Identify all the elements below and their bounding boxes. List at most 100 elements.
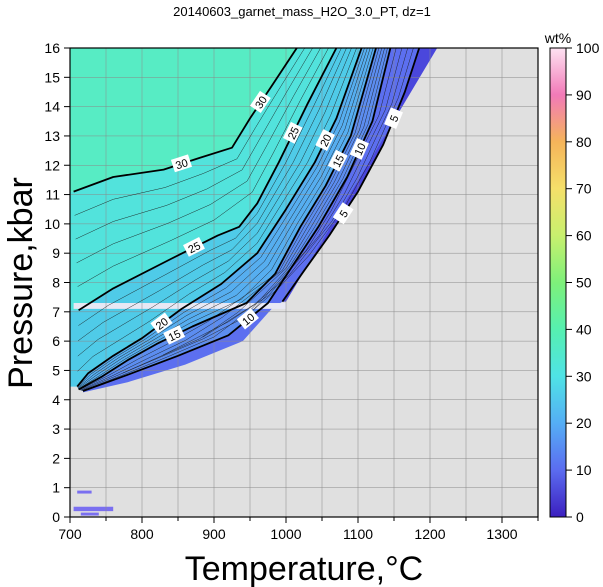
colorbar-tick-label: 70 — [576, 181, 592, 197]
contour-label-text: 30 — [174, 157, 189, 172]
contour-label-bg — [384, 107, 403, 130]
y-tick-label: 14 — [44, 99, 60, 115]
y-tick-label: 3 — [52, 421, 60, 437]
contour-label-30: 30 — [249, 90, 271, 114]
colorbar-tick-label: 80 — [576, 134, 592, 150]
contour-label-bg — [315, 129, 335, 152]
contour-label-text: 20 — [154, 316, 171, 333]
contour-label-bg — [282, 121, 303, 144]
contour-label-bg — [150, 312, 173, 334]
minor-contour — [75, 48, 313, 240]
contour-label-15: 15 — [327, 149, 348, 172]
contour-label-15: 15 — [163, 325, 186, 345]
contour-label-text: 5 — [388, 114, 401, 124]
y-tick-label: 10 — [44, 216, 60, 232]
x-axis: 700 800 900 1000 1100 1200 1300 — [58, 517, 539, 542]
y-tick-label: 0 — [52, 509, 60, 525]
low-pressure-patch — [73, 506, 114, 512]
y-tick-label: 12 — [44, 157, 60, 173]
minor-contour — [77, 48, 352, 357]
colorbar: wt% 0 10 20 30 40 50 60 70 80 90 100 — [544, 30, 600, 525]
colorbar-tick-label: 40 — [576, 321, 592, 337]
contour-label-text: 25 — [186, 240, 202, 256]
x-tick-label: 1200 — [414, 526, 445, 542]
contour-line-5 — [281, 48, 421, 303]
contour-label-5: 5 — [384, 107, 403, 130]
contour-label-text: 10 — [353, 141, 369, 157]
minor-contour — [162, 48, 403, 356]
contour-line-25 — [78, 48, 338, 312]
colorbar-tick-label: 10 — [576, 462, 592, 478]
y-tick-label: 8 — [52, 275, 60, 291]
x-tick-label: 1300 — [486, 526, 517, 542]
y-tick-label: 11 — [45, 187, 60, 203]
minor-contour — [76, 48, 321, 264]
contour-label-5: 5 — [332, 202, 354, 225]
minor-contour — [77, 48, 368, 388]
chart-title: 20140603_garnet_mass_H2O_3.0_PT, dz=1 — [173, 4, 431, 19]
contour-label-10: 10 — [349, 138, 369, 160]
y-tick-label: 6 — [52, 333, 60, 349]
contour-label-10: 10 — [236, 307, 259, 330]
minor-contour — [77, 48, 371, 389]
contour-label-bg — [327, 149, 348, 172]
contour-label-text: 10 — [240, 311, 257, 328]
y-tick-label: 15 — [44, 69, 60, 85]
contour-label-text: 15 — [167, 328, 183, 344]
colorbar-tick-label: 50 — [576, 275, 592, 291]
minor-contour — [77, 48, 347, 341]
contour-label-text: 5 — [338, 208, 351, 220]
minor-contour — [78, 48, 342, 326]
contour-label-bg — [163, 325, 186, 345]
contour-label-20: 20 — [150, 312, 173, 334]
fill-20-25 — [70, 48, 362, 387]
colorbar-label: wt% — [544, 30, 571, 46]
contour-label-text: 20 — [318, 133, 334, 149]
x-tick-label: 800 — [130, 526, 154, 542]
contour-label-25: 25 — [183, 237, 205, 257]
y-tick-label: 13 — [44, 128, 60, 144]
minor-contour — [77, 48, 329, 287]
contour-label-20: 20 — [315, 129, 335, 152]
x-tick-label: 1100 — [343, 526, 373, 542]
colorbar-tick-label: 90 — [576, 87, 592, 103]
colorbar-tick-label: 0 — [576, 509, 584, 525]
colorbar-tick-label: 30 — [576, 368, 592, 384]
contour-label-bg — [236, 307, 259, 330]
contour-label-bg — [332, 202, 354, 225]
y-tick-label: 1 — [52, 480, 60, 496]
colorbar-tick-label: 20 — [576, 415, 592, 431]
y-tick-label: 4 — [52, 392, 60, 408]
contour-label-bg — [183, 237, 205, 257]
y-axis-label: Pressure,kbar — [2, 177, 40, 389]
minor-contour — [122, 48, 397, 374]
y-tick-label: 16 — [44, 40, 60, 56]
contour-label-30: 30 — [170, 154, 193, 173]
contour-label-text: 30 — [253, 94, 270, 111]
x-tick-label: 1000 — [270, 526, 301, 542]
colorbar-gradient — [549, 47, 567, 518]
y-tick-label: 9 — [52, 245, 60, 261]
x-tick-label: 900 — [202, 526, 226, 542]
x-axis-label: Temperature,°C — [185, 550, 423, 587]
contour-line-15 — [78, 48, 377, 391]
gap-stripe — [73, 303, 286, 309]
contour-label-text: 25 — [286, 125, 302, 141]
y-tick-label: 7 — [52, 304, 60, 320]
colorbar-tick-label: 100 — [576, 40, 600, 56]
minor-contour — [202, 48, 408, 338]
x-tick-label: 700 — [58, 526, 82, 542]
fill-above-30 — [70, 48, 297, 192]
y-tick-label: 5 — [52, 362, 60, 378]
minor-contour — [77, 48, 365, 388]
low-pressure-patch — [80, 512, 99, 516]
colorbar-tick-label: 60 — [576, 228, 592, 244]
contour-label-bg — [170, 154, 193, 173]
contour-label-text: 15 — [331, 153, 347, 169]
minor-contour — [74, 48, 305, 216]
contour-label-25: 25 — [282, 121, 303, 144]
low-pressure-patch — [77, 490, 92, 494]
